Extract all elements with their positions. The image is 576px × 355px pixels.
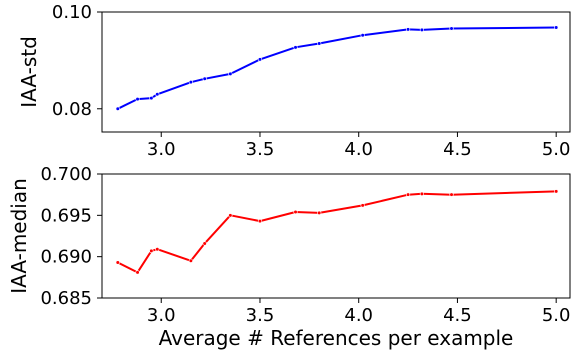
bottom-data-point — [149, 248, 154, 253]
bottom-data-point — [449, 192, 454, 197]
top-y-tick-label: 0.08 — [52, 99, 92, 120]
bottom-x-tick-label: 4.0 — [344, 305, 373, 326]
top-data-point — [554, 25, 559, 30]
top-data-point — [115, 106, 120, 111]
top-data-point — [135, 96, 140, 102]
top-data-point — [257, 57, 263, 62]
top-data-point — [419, 27, 424, 33]
top-data-point — [360, 33, 365, 38]
x-axis-label: Average # References per example — [159, 326, 514, 350]
bottom-data-point — [135, 270, 140, 275]
top-series — [115, 25, 559, 111]
bottom-data-point — [257, 219, 263, 224]
top-y-axis-label: IAA-std — [17, 36, 41, 108]
bottom-x-ticks: 3.0 3.5 4.0 4.5 5.0 — [147, 298, 571, 326]
bottom-y-tick-label: 0.695 — [40, 205, 92, 226]
top-data-point — [293, 45, 298, 50]
top-panel: IAA-std 3.0 3.5 4.0 4.5 5.0 0.08 0.10 — [17, 2, 571, 160]
bottom-plot-frame — [101, 173, 571, 299]
top-data-point — [155, 92, 160, 97]
top-plot-frame — [101, 11, 571, 133]
top-data-point — [317, 41, 322, 46]
bottom-x-tick-label: 3.0 — [147, 305, 176, 326]
bottom-data-point — [317, 210, 322, 215]
bottom-y-ticks: 0.685 0.690 0.695 0.700 — [40, 164, 102, 309]
bottom-data-point — [228, 213, 233, 218]
bottom-x-tick-label: 3.5 — [246, 305, 275, 326]
bottom-data-point — [360, 203, 365, 208]
bottom-y-tick-label: 0.700 — [40, 164, 92, 185]
bottom-data-point — [419, 191, 424, 196]
top-x-tick-label: 3.0 — [147, 139, 176, 160]
top-data-point — [202, 76, 207, 81]
bottom-data-point — [405, 192, 411, 197]
bottom-data-point — [115, 260, 120, 265]
bottom-panel: IAA-median Average # References per exam… — [7, 164, 571, 350]
bottom-data-point — [188, 258, 193, 263]
top-data-point — [149, 96, 154, 101]
top-series-line — [117, 26, 557, 110]
bottom-data-point — [554, 189, 559, 194]
top-data-point — [449, 26, 454, 31]
bottom-series — [115, 189, 559, 275]
top-x-tick-label: 4.5 — [443, 139, 472, 160]
top-x-tick-label: 5.0 — [542, 139, 571, 160]
bottom-series-line — [117, 190, 557, 274]
top-data-point — [228, 71, 233, 77]
bottom-data-point — [202, 241, 207, 246]
top-data-point — [188, 80, 193, 85]
bottom-data-point — [293, 209, 298, 215]
bottom-x-tick-label: 4.5 — [443, 305, 472, 326]
top-y-ticks: 0.08 0.10 — [52, 2, 102, 120]
top-x-ticks: 3.0 3.5 4.0 4.5 5.0 — [147, 132, 571, 160]
top-y-tick-label: 0.10 — [52, 2, 92, 23]
top-x-tick-label: 4.0 — [344, 139, 373, 160]
bottom-x-tick-label: 5.0 — [542, 305, 571, 326]
bottom-data-point — [155, 247, 160, 252]
top-data-point — [405, 27, 411, 32]
bottom-y-axis-label: IAA-median — [7, 178, 31, 294]
bottom-y-tick-label: 0.685 — [40, 288, 92, 309]
top-x-tick-label: 3.5 — [246, 139, 275, 160]
bottom-y-tick-label: 0.690 — [40, 247, 92, 268]
